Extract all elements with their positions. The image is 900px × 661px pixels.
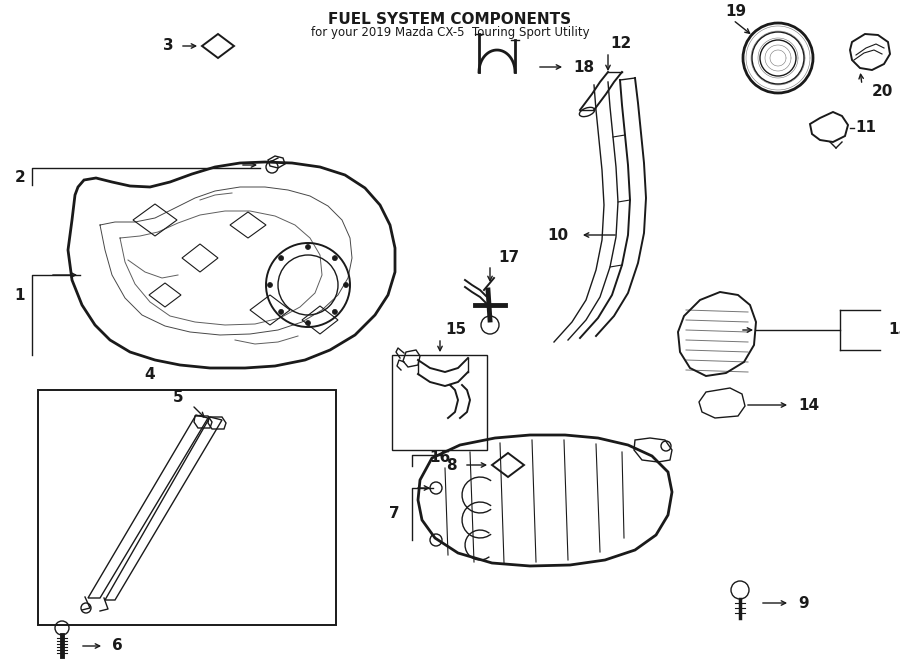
Text: 19: 19	[725, 5, 747, 20]
Text: 15: 15	[445, 323, 466, 338]
Text: FUEL SYSTEM COMPONENTS: FUEL SYSTEM COMPONENTS	[328, 12, 572, 27]
Text: 9: 9	[798, 596, 808, 611]
Text: 18: 18	[573, 59, 594, 75]
Circle shape	[332, 309, 338, 315]
Text: 4: 4	[145, 367, 156, 382]
Text: 20: 20	[872, 85, 894, 100]
Text: 17: 17	[498, 251, 519, 266]
Text: 8: 8	[446, 457, 457, 473]
Text: 1: 1	[14, 288, 25, 303]
Text: for your 2019 Mazda CX-5  Touring Sport Utility: for your 2019 Mazda CX-5 Touring Sport U…	[310, 26, 590, 39]
Text: 14: 14	[798, 397, 819, 412]
Text: 12: 12	[610, 36, 631, 52]
Circle shape	[267, 282, 273, 288]
Circle shape	[305, 321, 310, 325]
Circle shape	[344, 282, 348, 288]
Text: 13: 13	[888, 323, 900, 338]
Text: 7: 7	[390, 506, 400, 522]
Text: 2: 2	[14, 171, 25, 186]
Text: 3: 3	[164, 38, 174, 54]
Circle shape	[279, 256, 284, 260]
Text: 16: 16	[429, 451, 451, 465]
Circle shape	[305, 245, 310, 249]
Text: 10: 10	[547, 227, 568, 243]
Text: 11: 11	[855, 120, 876, 136]
Bar	[392, 355, 487, 450]
Text: 6: 6	[112, 639, 122, 654]
Circle shape	[332, 256, 338, 260]
Circle shape	[279, 309, 284, 315]
Text: 5: 5	[173, 389, 183, 405]
Bar	[38, 390, 336, 625]
